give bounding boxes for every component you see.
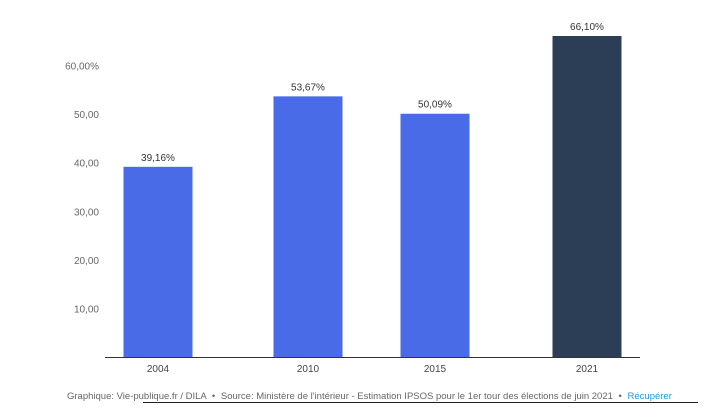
- y-tick-label: 50,00: [74, 110, 99, 121]
- bar-2015: [400, 113, 470, 357]
- y-tick-label: 10,00: [74, 304, 99, 315]
- data-label: 66,10%: [570, 22, 604, 33]
- data-label: 39,16%: [141, 153, 175, 164]
- chart-footer: Graphique: Vie-publique.fr / DILA • Sour…: [67, 391, 672, 402]
- x-tick-label: 2015: [424, 364, 447, 375]
- x-tick-label: 2004: [147, 364, 170, 375]
- y-tick-label: 20,00: [74, 256, 99, 267]
- footer-separator: •: [211, 391, 216, 402]
- footer-separator: •: [618, 391, 622, 402]
- footer-divider: [143, 402, 698, 403]
- x-tick-label: 2010: [297, 364, 320, 375]
- bar-2021: [552, 36, 622, 357]
- y-tick-label: 40,00: [74, 159, 99, 170]
- x-tick-label: 2021: [576, 364, 599, 375]
- data-labels: 39,16% 53,67% 50,09% 66,10%: [141, 22, 604, 164]
- data-label: 50,09%: [418, 100, 452, 111]
- download-link[interactable]: Récupérer: [627, 391, 672, 402]
- x-axis-ticks: 2004 2010 2015 2021: [147, 364, 599, 375]
- bar-2004: [123, 166, 193, 357]
- bars: [123, 36, 622, 358]
- bar-2010: [273, 96, 343, 358]
- y-axis-ticks: 10,00 20,00 30,00 40,00 50,00 60,00%: [65, 62, 99, 316]
- data-label: 53,67%: [291, 82, 325, 93]
- footer-source: Source: Ministère de l'intérieur - Estim…: [220, 391, 613, 402]
- y-tick-label: 60,00%: [65, 62, 99, 73]
- footer-credit: Graphique: Vie-publique.fr / DILA: [67, 391, 207, 402]
- y-tick-label: 30,00: [74, 207, 99, 218]
